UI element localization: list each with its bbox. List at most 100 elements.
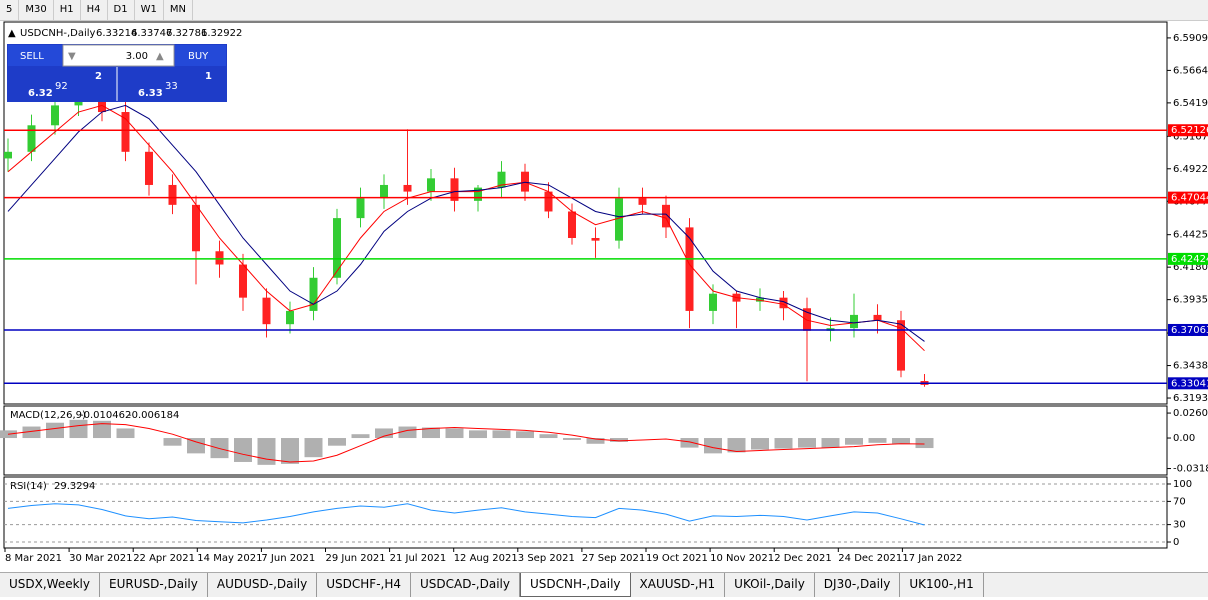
timeframe-button[interactable]: H1 <box>54 0 81 20</box>
lot-up: ▲ <box>156 51 164 62</box>
macd-bar <box>868 438 887 443</box>
timeframe-button[interactable]: W1 <box>135 0 164 20</box>
y-tick-label: 0 <box>1173 537 1179 548</box>
macd-bar <box>492 430 511 439</box>
chart-tab[interactable]: UK100-,H1 <box>900 573 984 597</box>
rsi-value: 29.3294 <box>54 481 95 492</box>
level-label: 6.47044 <box>1171 193 1208 204</box>
header-low: 6.32781 <box>166 28 207 39</box>
x-tick-label: 2 Dec 2021 <box>774 553 832 564</box>
level-box <box>1168 252 1208 265</box>
macd-title: MACD(12,26,9) <box>10 410 86 421</box>
candle-body <box>427 178 435 192</box>
collapse-icon[interactable]: ▲ <box>8 28 16 39</box>
chart-tab[interactable]: XAUUSD-,H1 <box>631 573 726 597</box>
candle-body <box>145 151 153 185</box>
y-tick-label: 30 <box>1173 520 1186 531</box>
chart-tab[interactable]: EURUSD-,Daily <box>100 573 208 597</box>
candle-body <box>168 184 177 205</box>
candle-body <box>897 320 905 371</box>
level-box <box>1168 124 1208 137</box>
candle-body <box>27 125 36 152</box>
macd-bar <box>516 431 534 439</box>
candle-body <box>615 198 623 241</box>
chart-tab[interactable]: AUDUSD-,Daily <box>208 573 318 597</box>
level-label: 6.33041 <box>1171 378 1208 389</box>
chart-tab[interactable]: USDCNH-,Daily <box>519 573 631 597</box>
x-tick-label: 14 May 2021 <box>197 553 262 564</box>
candle-body <box>803 308 811 331</box>
macd-bar <box>281 438 299 464</box>
macd-bar <box>375 428 393 439</box>
macd-bar <box>69 419 88 439</box>
candle-body <box>380 184 388 199</box>
macd-bar <box>187 438 205 454</box>
macd-bar <box>469 430 487 439</box>
chart-tab[interactable]: DJ30-,Daily <box>815 573 901 597</box>
chart-tab[interactable]: USDX,Weekly <box>0 573 100 597</box>
timeframe-button[interactable]: H4 <box>81 0 108 20</box>
candle-body <box>709 293 717 311</box>
macd-bar <box>892 438 910 444</box>
macd-bar <box>116 428 135 439</box>
buy-button[interactable] <box>175 45 226 66</box>
rsi-line <box>7 503 925 526</box>
macd-bar <box>398 426 417 439</box>
rsi-title: RSI(14) <box>10 481 47 492</box>
macd-bar <box>680 438 699 448</box>
buy-label: BUY <box>188 51 209 62</box>
macd-signal <box>7 423 925 463</box>
x-tick-label: 29 Jun 2021 <box>326 553 386 564</box>
candle-body <box>262 297 271 325</box>
macd-bar <box>234 438 252 462</box>
macd-bar <box>163 438 182 446</box>
price-main: 33 <box>165 81 178 92</box>
rsi-panel <box>3 476 1168 549</box>
candle-body <box>403 184 412 192</box>
price-sup: 1 <box>205 71 212 82</box>
lot-down: ▼ <box>68 51 76 62</box>
macd-bar <box>539 434 558 439</box>
macd-bar <box>257 438 276 465</box>
macd-bar <box>610 438 628 442</box>
macd-bar <box>751 438 769 450</box>
header-high: 6.33747 <box>131 28 172 39</box>
candle-body <box>544 191 553 212</box>
y-tick-label: 0.02607 <box>1173 408 1208 419</box>
y-tick-label: 6.44250 <box>1173 230 1208 241</box>
macd-bar <box>351 434 370 439</box>
y-tick-label: 0.00 <box>1173 433 1195 444</box>
macd-bar <box>445 428 464 439</box>
candle-body <box>521 171 529 192</box>
lot-field <box>62 44 175 67</box>
x-tick-label: 10 Nov 2021 <box>710 553 774 564</box>
chart-tab[interactable]: USDCHF-,H4 <box>317 573 411 597</box>
y-tick-label: 6.31930 <box>1173 393 1208 404</box>
candle-body <box>497 171 506 188</box>
y-tick-label: 6.49220 <box>1173 164 1208 175</box>
level-box <box>1168 377 1208 390</box>
level-box <box>1168 323 1208 336</box>
y-tick-label: 6.51670 <box>1173 131 1208 142</box>
candle-body <box>756 297 764 302</box>
chart-tab[interactable]: USDCAD-,Daily <box>411 573 520 597</box>
timeframe-button[interactable]: M30 <box>19 0 54 20</box>
timeframe-button[interactable]: D1 <box>108 0 135 20</box>
candle-body <box>474 187 482 201</box>
header-open: 6.33214 <box>96 28 137 39</box>
sell-button[interactable] <box>8 45 62 66</box>
y-tick-label: 6.59090 <box>1173 33 1208 44</box>
candle-body <box>98 94 106 113</box>
moving-average <box>7 104 925 342</box>
candle-body <box>450 178 459 201</box>
x-tick-label: 19 Oct 2021 <box>646 553 708 564</box>
moving-average <box>7 104 925 352</box>
chart-tab[interactable]: UKOil-,Daily <box>725 573 815 597</box>
macd-main-value: -0.010462 <box>80 410 131 421</box>
timeframe-button[interactable]: 5 <box>0 0 20 20</box>
y-tick-label: 6.39350 <box>1173 295 1208 306</box>
timeframe-button[interactable]: MN <box>164 0 193 20</box>
